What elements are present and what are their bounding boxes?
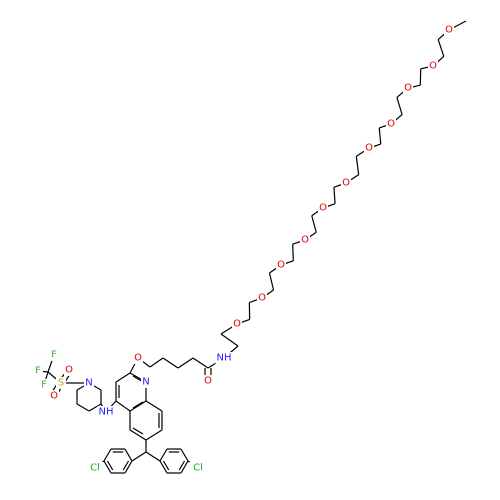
- atom-label: O: [445, 25, 453, 36]
- bond: [129, 400, 147, 412]
- label-background: [84, 377, 94, 389]
- atom-label: O: [258, 293, 266, 304]
- bond: [122, 460, 130, 471]
- label-background: [364, 142, 374, 154]
- label-background: [300, 234, 310, 246]
- bond: [378, 127, 382, 145]
- bond: [149, 357, 164, 368]
- atom-label: Cl: [90, 463, 100, 474]
- label-background: [257, 292, 267, 304]
- label-background: [276, 259, 286, 271]
- label-background: [133, 352, 143, 364]
- bond: [292, 244, 294, 261]
- atom-label: O: [342, 178, 350, 189]
- label-background: [386, 118, 396, 130]
- bond: [159, 460, 168, 474]
- bond: [129, 429, 147, 441]
- atom-label: NH: [217, 353, 232, 364]
- label-background: [444, 24, 454, 36]
- label-background: [341, 177, 351, 189]
- atom-label: F: [51, 350, 57, 361]
- bond: [106, 460, 114, 471]
- label-background: [318, 202, 328, 214]
- bond: [115, 372, 131, 383]
- label-background: [39, 379, 49, 391]
- bond: [124, 448, 133, 462]
- atom-label: O: [277, 260, 285, 271]
- label-background: [215, 352, 233, 364]
- label-background: [56, 377, 66, 389]
- bond: [180, 448, 189, 462]
- bond: [124, 460, 133, 474]
- bond: [220, 333, 239, 347]
- bond: [162, 357, 179, 369]
- atom-label: O: [319, 203, 327, 214]
- atom-label: O: [233, 319, 241, 330]
- bond: [437, 39, 445, 57]
- bond: [162, 460, 170, 471]
- bond: [177, 357, 194, 369]
- label-background: [189, 462, 207, 474]
- bond: [103, 460, 112, 474]
- bond: [159, 448, 168, 462]
- label-background: [141, 376, 151, 388]
- atom-label: O: [365, 143, 373, 154]
- bond: [180, 460, 189, 474]
- bond: [115, 400, 131, 412]
- bond: [192, 357, 209, 369]
- atom-label: O: [429, 61, 437, 72]
- label-background: [403, 82, 413, 94]
- atom-label: O: [204, 376, 212, 387]
- atom-label: S: [58, 378, 64, 389]
- bond: [131, 451, 147, 462]
- label-background: [232, 318, 242, 330]
- label-background: [86, 462, 104, 474]
- label-background: [49, 349, 59, 361]
- label-background: [97, 406, 115, 418]
- atom-label: F: [35, 366, 41, 377]
- atom-label: N: [142, 377, 149, 388]
- atom-label: O: [404, 83, 412, 94]
- bond: [132, 401, 144, 409]
- bond: [145, 429, 163, 441]
- bond: [88, 403, 102, 412]
- bond: [145, 451, 161, 462]
- atom-label: O: [65, 365, 73, 376]
- bond: [311, 215, 317, 233]
- atom-label: NH: [99, 407, 114, 418]
- bond: [268, 272, 275, 291]
- label-background: [64, 364, 74, 376]
- atom-label: F: [41, 380, 47, 391]
- bond: [396, 97, 403, 115]
- bond: [132, 427, 144, 435]
- bond: [76, 403, 90, 412]
- label-background: [203, 375, 213, 387]
- label-background: [49, 390, 59, 402]
- bond: [333, 187, 336, 204]
- label-background: [428, 60, 438, 72]
- bond: [103, 448, 112, 462]
- label-background: [33, 365, 43, 377]
- bond: [178, 460, 186, 471]
- bond: [145, 400, 163, 412]
- atom-label: N: [85, 378, 92, 389]
- atom-label: O: [387, 119, 395, 130]
- atom-label: O: [50, 391, 58, 402]
- atom-label: Cl: [193, 463, 203, 474]
- atom-label: O: [301, 235, 309, 246]
- atom-label: O: [134, 353, 142, 364]
- bond: [355, 156, 360, 175]
